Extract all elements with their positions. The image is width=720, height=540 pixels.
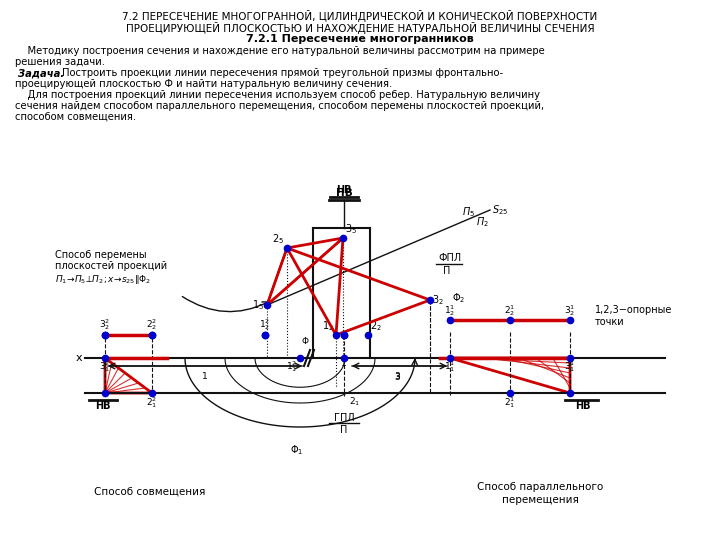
Text: $3^1_1$: $3^1_1$ — [564, 359, 576, 374]
Text: НВ: НВ — [336, 188, 352, 198]
Text: плоскостей проекций: плоскостей проекций — [55, 261, 167, 271]
Text: $2_5$: $2_5$ — [272, 232, 284, 246]
Text: 7.2 ПЕРЕСЕЧЕНИЕ МНОГОГРАННОЙ, ЦИЛИНДРИЧЕСКОЙ И КОНИЧЕСКОЙ ПОВЕРХНОСТИ: 7.2 ПЕРЕСЕЧЕНИЕ МНОГОГРАННОЙ, ЦИЛИНДРИЧЕ… — [122, 10, 598, 22]
Text: 3: 3 — [394, 372, 400, 381]
Text: Φ: Φ — [302, 337, 308, 346]
Text: $П_5$: $П_5$ — [462, 205, 475, 219]
Text: $3^2_2$: $3^2_2$ — [99, 317, 111, 332]
Text: $2^2_2$: $2^2_2$ — [146, 317, 158, 332]
Text: $1^1_2$: $1^1_2$ — [444, 303, 456, 318]
Text: $3^2_1$: $3^2_1$ — [99, 359, 111, 374]
Text: П: П — [341, 425, 348, 435]
Text: Способ параллельного: Способ параллельного — [477, 482, 603, 492]
Text: $Φ_2$: $Φ_2$ — [452, 291, 465, 305]
Text: П: П — [444, 266, 451, 276]
Text: перемещения: перемещения — [502, 495, 578, 505]
Text: $2^1_2$: $2^1_2$ — [504, 303, 516, 318]
Text: $2^2_1$: $2^2_1$ — [146, 395, 158, 410]
Text: 1: 1 — [202, 372, 208, 381]
Text: $П_1{\!\to\!}П_5{\!\perp\!}П_2; x{\!\to\!}s_{25}{\|}Φ_2$: $П_1{\!\to\!}П_5{\!\perp\!}П_2; x{\!\to\… — [55, 273, 151, 287]
Text: 1,2,3−опорные: 1,2,3−опорные — [595, 305, 672, 315]
Text: $2_1$: $2_1$ — [349, 395, 360, 408]
Text: $1^2_1$: $1^2_1$ — [286, 359, 297, 374]
Text: 3: 3 — [394, 373, 400, 382]
Text: $1^1_1$: $1^1_1$ — [444, 359, 456, 374]
Text: проецирующей плоскостью Ф и найти натуральную величину сечения.: проецирующей плоскостью Ф и найти натура… — [15, 79, 392, 89]
Text: способом совмещения.: способом совмещения. — [15, 112, 136, 122]
Text: $S_{25}$: $S_{25}$ — [492, 203, 508, 217]
Text: ПРОЕЦИРУЮЩЕЙ ПЛОСКОСТЬЮ И НАХОЖДЕНИЕ НАТУРАЛЬНОЙ ВЕЛИЧИНЫ СЕЧЕНИЯ: ПРОЕЦИРУЮЩЕЙ ПЛОСКОСТЬЮ И НАХОЖДЕНИЕ НАТ… — [126, 22, 594, 34]
Text: Построить проекции линии пересечения прямой треугольной призмы фронтально-: Построить проекции линии пересечения пря… — [62, 68, 503, 78]
Text: 1: 1 — [341, 359, 347, 368]
Text: $3_2$: $3_2$ — [432, 293, 444, 307]
Text: НВ: НВ — [95, 401, 111, 411]
Text: Способ совмещения: Способ совмещения — [94, 487, 206, 497]
Text: $1^2_2$: $1^2_2$ — [259, 317, 271, 332]
Text: $3^1_2$: $3^1_2$ — [564, 303, 576, 318]
Text: $Φ_1$: $Φ_1$ — [290, 443, 304, 457]
Text: Задача.: Задача. — [18, 68, 64, 78]
Text: точки: точки — [595, 317, 625, 327]
Text: $2^1_1$: $2^1_1$ — [504, 395, 516, 410]
Text: Способ перемены: Способ перемены — [55, 250, 147, 260]
Text: $3_5$: $3_5$ — [345, 222, 357, 236]
Text: ФПЛ: ФПЛ — [438, 253, 461, 263]
Text: решения задачи.: решения задачи. — [15, 57, 105, 67]
Text: НВ: НВ — [575, 401, 590, 411]
Text: Методику построения сечения и нахождение его натуральной величины рассмотрим на : Методику построения сечения и нахождение… — [15, 46, 545, 56]
Text: 7.2.1 Пересечение многогранников: 7.2.1 Пересечение многогранников — [246, 34, 474, 44]
Text: x: x — [76, 353, 82, 363]
Text: $П_2$: $П_2$ — [476, 215, 489, 229]
Text: $2_2$: $2_2$ — [370, 319, 382, 333]
Text: ГПЛ: ГПЛ — [333, 413, 354, 423]
Text: $1_5$: $1_5$ — [252, 298, 264, 312]
Text: сечения найдем способом параллельного перемещения, способом перемены плоскостей : сечения найдем способом параллельного пе… — [15, 101, 544, 111]
Text: Для построения проекций линии пересечения используем способ ребер. Натуральную в: Для построения проекций линии пересечени… — [15, 90, 540, 100]
Text: НВ: НВ — [336, 185, 352, 195]
Text: $1_2$: $1_2$ — [322, 319, 334, 333]
